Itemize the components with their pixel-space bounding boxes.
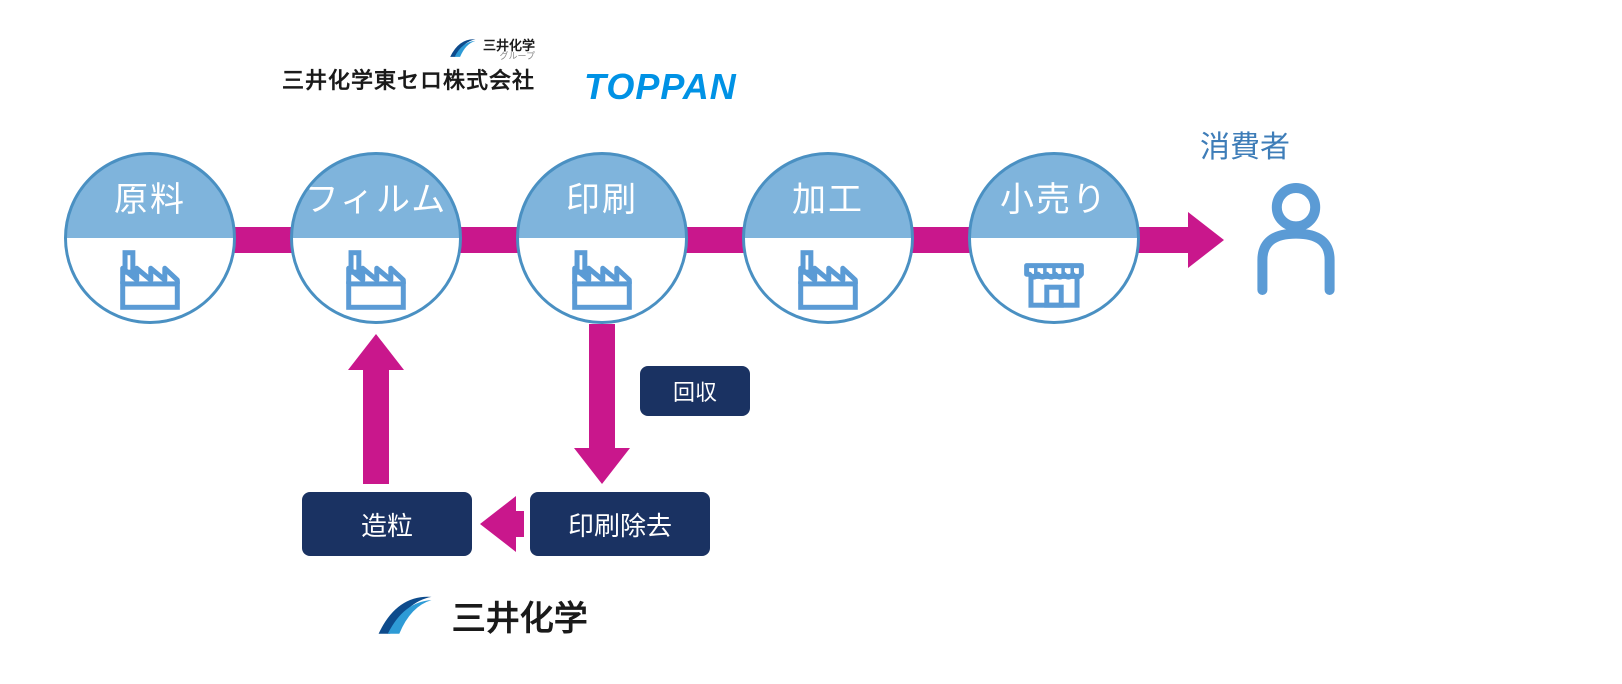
stage-node-raw-icon [67,238,233,321]
consumer-icon [1236,176,1356,301]
stage-node-retail-icon [971,238,1137,321]
stage-node-film: フィルム [290,152,462,324]
swoosh-icon [374,590,434,641]
flow-arrows [0,0,1622,684]
stage-node-retail: 小売り [968,152,1140,324]
stage-node-print-label: 印刷 [519,155,685,238]
stage-node-proc-icon [745,238,911,321]
logo-toppan: TOPPAN [584,66,737,108]
logo-mitsui-tocello-main: 三井化学東セロ株式会社 [282,63,535,95]
logo-mitsui-tocello: 三井化学 グループ 三井化学東セロ株式会社 [282,36,535,95]
process-box-recover: 回収 [640,366,750,416]
stage-node-retail-label: 小売り [971,155,1137,238]
stage-node-print: 印刷 [516,152,688,324]
stage-node-raw-label: 原料 [67,155,233,238]
stage-node-print-icon [519,238,685,321]
consumer-label: 消費者 [1200,122,1290,166]
logo-mitsui-tocello-small: 三井化学 グループ [372,36,535,63]
stage-node-film-icon [293,238,459,321]
stage-node-proc: 加工 [742,152,914,324]
stage-node-raw: 原料 [64,152,236,324]
logo-mitsui-bottom: 三井化学 [374,590,588,641]
process-box-pellet: 造粒 [302,492,472,556]
process-box-deink: 印刷除去 [530,492,710,556]
stage-node-film-label: フィルム [293,155,459,238]
stage-node-proc-label: 加工 [745,155,911,238]
swoosh-icon [448,36,477,63]
